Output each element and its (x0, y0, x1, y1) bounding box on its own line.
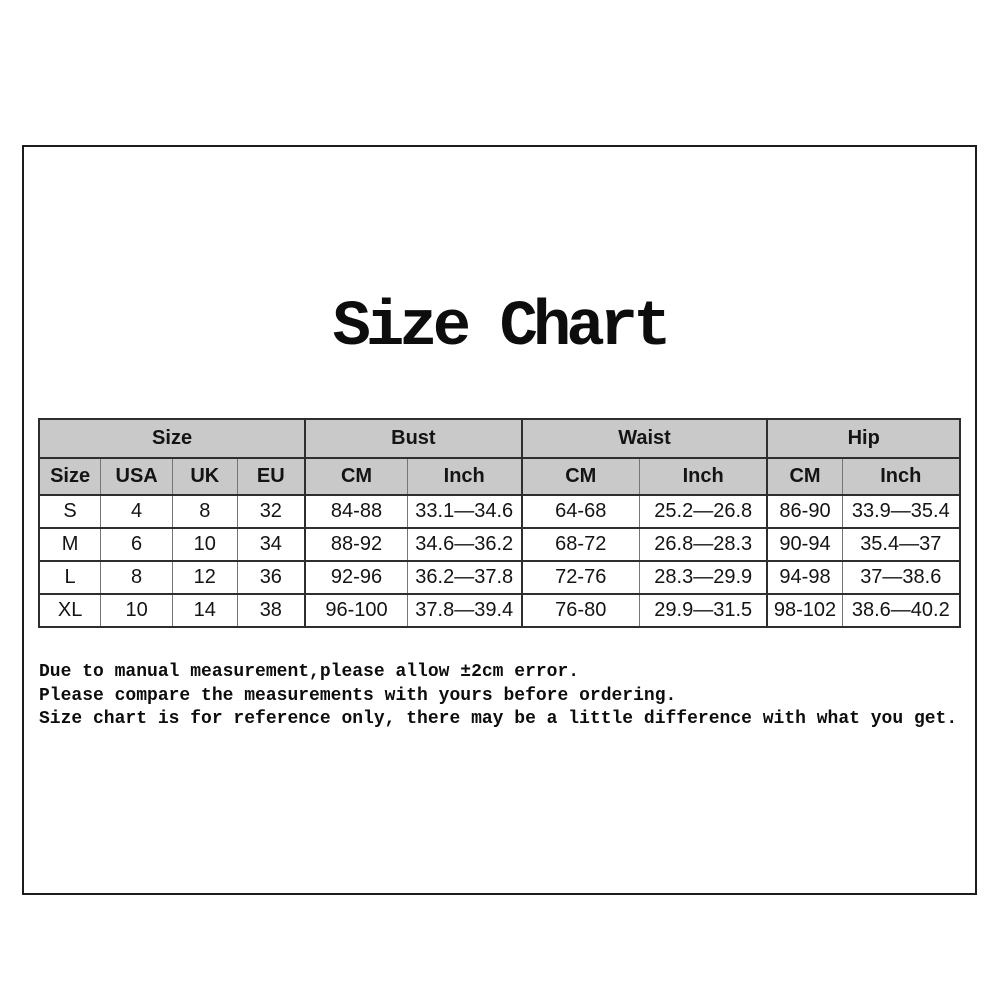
column-header-eu: EU (236, 457, 306, 496)
table-cell: 25.2—26.8 (638, 494, 768, 529)
column-header-usa: USA (100, 457, 174, 496)
table-cell: 37—38.6 (841, 560, 961, 595)
table-row: L 8 12 36 92-96 36.2—37.8 72-76 28.3—29.9 94-98 3… (38, 560, 961, 595)
table-row: XL 10 14 38 96-100 37.8—39.4 76-80 29.9—31.5 98-… (38, 593, 961, 628)
table-cell: 64-68 (520, 494, 640, 529)
table-row: S 4 8 32 84-88 33.1—34.6 64-68 25.2—26.8 86-90 33… (38, 494, 961, 529)
page-title: Size Chart (332, 292, 671, 364)
note-line: Size chart is for reference only, there … (39, 709, 958, 729)
column-header-uk: UK (172, 457, 238, 496)
table-cell: 90-94 (766, 527, 843, 562)
column-header-row: Size USA UK EU CM Inch CM Inch CM Inch (38, 457, 961, 496)
table-cell: 92-96 (304, 560, 408, 595)
group-header-waist: Waist (520, 418, 768, 459)
table-cell: 94-98 (766, 560, 843, 595)
table-cell: 29.9—31.5 (638, 593, 768, 628)
notes: Due to manual measurement,please allow ±… (39, 661, 957, 732)
table-cell: 33.1—34.6 (406, 494, 523, 529)
table-cell: 68-72 (520, 527, 640, 562)
table-cell: 72-76 (520, 560, 640, 595)
table-cell: 12 (172, 560, 238, 595)
table-cell: L (38, 560, 102, 595)
page-border-frame: Size Chart Size Bust Waist Hip Size USA … (22, 145, 977, 895)
group-header-row: Size Bust Waist Hip (38, 418, 961, 459)
column-header-size: Size (38, 457, 102, 496)
table-cell: 34.6—36.2 (406, 527, 523, 562)
table-cell: 37.8—39.4 (406, 593, 523, 628)
table-cell: 32 (236, 494, 306, 529)
note-line: Please compare the measurements with you… (39, 685, 677, 706)
column-header-bust-cm: CM (304, 457, 408, 496)
group-header-size: Size (38, 418, 306, 459)
column-header-waist-cm: CM (520, 457, 640, 496)
column-header-bust-inch: Inch (406, 457, 523, 496)
table-cell: XL (38, 593, 102, 628)
group-header-hip: Hip (766, 418, 961, 459)
table-header: Size Bust Waist Hip Size USA UK EU CM In… (38, 418, 961, 496)
table-cell: 26.8—28.3 (638, 527, 768, 562)
column-header-hip-cm: CM (766, 457, 843, 496)
table-cell: 38 (236, 593, 306, 628)
size-table-body: S 4 8 32 84-88 33.1—34.6 64-68 25.2—26.8 86-90 33… (38, 494, 961, 628)
table-cell: 38.6—40.2 (841, 593, 961, 628)
table-cell: 4 (100, 494, 174, 529)
table-cell: 6 (100, 527, 174, 562)
table-cell: 76-80 (520, 593, 640, 628)
note-line: Due to manual measurement,please allow ±… (39, 662, 580, 682)
group-header-bust: Bust (304, 418, 523, 459)
table-cell: 34 (236, 527, 306, 562)
column-header-waist-inch: Inch (638, 457, 768, 496)
size-chart-table: Size Bust Waist Hip Size USA UK EU CM In… (38, 418, 961, 628)
table-cell: 36.2—37.8 (406, 560, 523, 595)
table-row: M 6 10 34 88-92 34.6—36.2 68-72 26.8—28.3 90-94 3… (38, 527, 961, 562)
table-cell: M (38, 527, 102, 562)
table-cell: 14 (172, 593, 238, 628)
column-header-hip-inch: Inch (841, 457, 961, 496)
table-cell: 8 (100, 560, 174, 595)
table-cell: 36 (236, 560, 306, 595)
table-cell: 88-92 (304, 527, 408, 562)
table-cell: 8 (172, 494, 238, 529)
table-cell: 28.3—29.9 (638, 560, 768, 595)
table-cell: 10 (100, 593, 174, 628)
table-cell: 96-100 (304, 593, 408, 628)
table-cell: 98-102 (766, 593, 843, 628)
table-cell: 86-90 (766, 494, 843, 529)
table-cell: S (38, 494, 102, 529)
table-cell: 33.9—35.4 (841, 494, 961, 529)
table-cell: 84-88 (304, 494, 408, 529)
table-cell: 10 (172, 527, 238, 562)
table-cell: 35.4—37 (841, 527, 961, 562)
